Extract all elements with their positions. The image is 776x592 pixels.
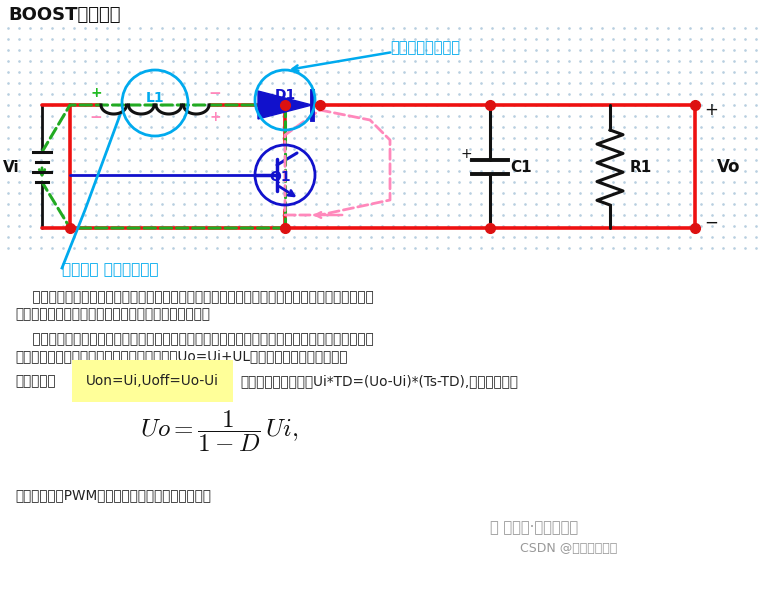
Text: +: + (460, 147, 472, 161)
Text: Q1: Q1 (269, 170, 291, 184)
Text: 🔔 公众号·电路一点通: 🔔 公众号·电路一点通 (490, 520, 578, 535)
Text: 升压电感 电感在输入测: 升压电感 电感在输入测 (62, 262, 158, 278)
Text: D1: D1 (275, 88, 296, 102)
Text: Vi: Vi (3, 159, 20, 175)
Text: +: + (210, 110, 221, 124)
Polygon shape (258, 91, 312, 119)
Text: −: − (89, 110, 102, 124)
Text: $Uo = \dfrac{1}{1-D}\,Ui,$: $Uo = \dfrac{1}{1-D}\,Ui,$ (140, 408, 298, 454)
Text: +: + (90, 86, 102, 100)
Text: CSDN @黑果果的思考: CSDN @黑果果的思考 (520, 542, 617, 555)
Text: 感两端是左负右正，所以输出端的电压就成了Uo=Ui+UL。输出电压大于输入电压。: 感两端是左负右正，所以输出端的电压就成了Uo=Ui+UL。输出电压大于输入电压。 (15, 349, 348, 363)
Text: 为磁能存储起来。二极管的作用是防止电容对地放电。: 为磁能存储起来。二极管的作用是防止电容对地放电。 (15, 307, 210, 321)
Text: 对于电感有: 对于电感有 (15, 374, 56, 388)
Text: ，由伏秒平衡原理得Ui*TD=(Uo-Ui)*(Ts-TD),化简可以得到: ，由伏秒平衡原理得Ui*TD=(Uo-Ui)*(Ts-TD),化简可以得到 (240, 374, 518, 388)
Text: −: − (704, 214, 718, 232)
Text: BOOST升压电路: BOOST升压电路 (8, 6, 120, 24)
Text: +: + (704, 101, 718, 119)
Text: −: − (209, 85, 221, 101)
Text: 如图当开关管关闭时，此时电感的电流又降开始慢慢减少。由于自感的作用阻碍电流的减小，电: 如图当开关管关闭时，此时电感的电流又降开始慢慢减少。由于自感的作用阻碍电流的减小… (15, 332, 374, 346)
Text: Vo: Vo (717, 157, 740, 175)
Text: 如图当开关管导通时，同理，电感中的电流成线性增加，电感自感阻碍电流上升，电感将电能转: 如图当开关管导通时，同理，电感中的电流成线性增加，电感自感阻碍电流上升，电感将电… (15, 290, 374, 304)
Text: R1: R1 (630, 160, 653, 175)
Text: L1: L1 (146, 91, 165, 105)
Text: 防止电容对地放电: 防止电容对地放电 (390, 40, 460, 56)
Text: 可以通过改变PWM占空比来控制输出电压的大小。: 可以通过改变PWM占空比来控制输出电压的大小。 (15, 488, 211, 502)
Text: C1: C1 (510, 159, 532, 175)
Text: Uon=Ui,Uoff=Uo-Ui: Uon=Ui,Uoff=Uo-Ui (86, 374, 219, 388)
